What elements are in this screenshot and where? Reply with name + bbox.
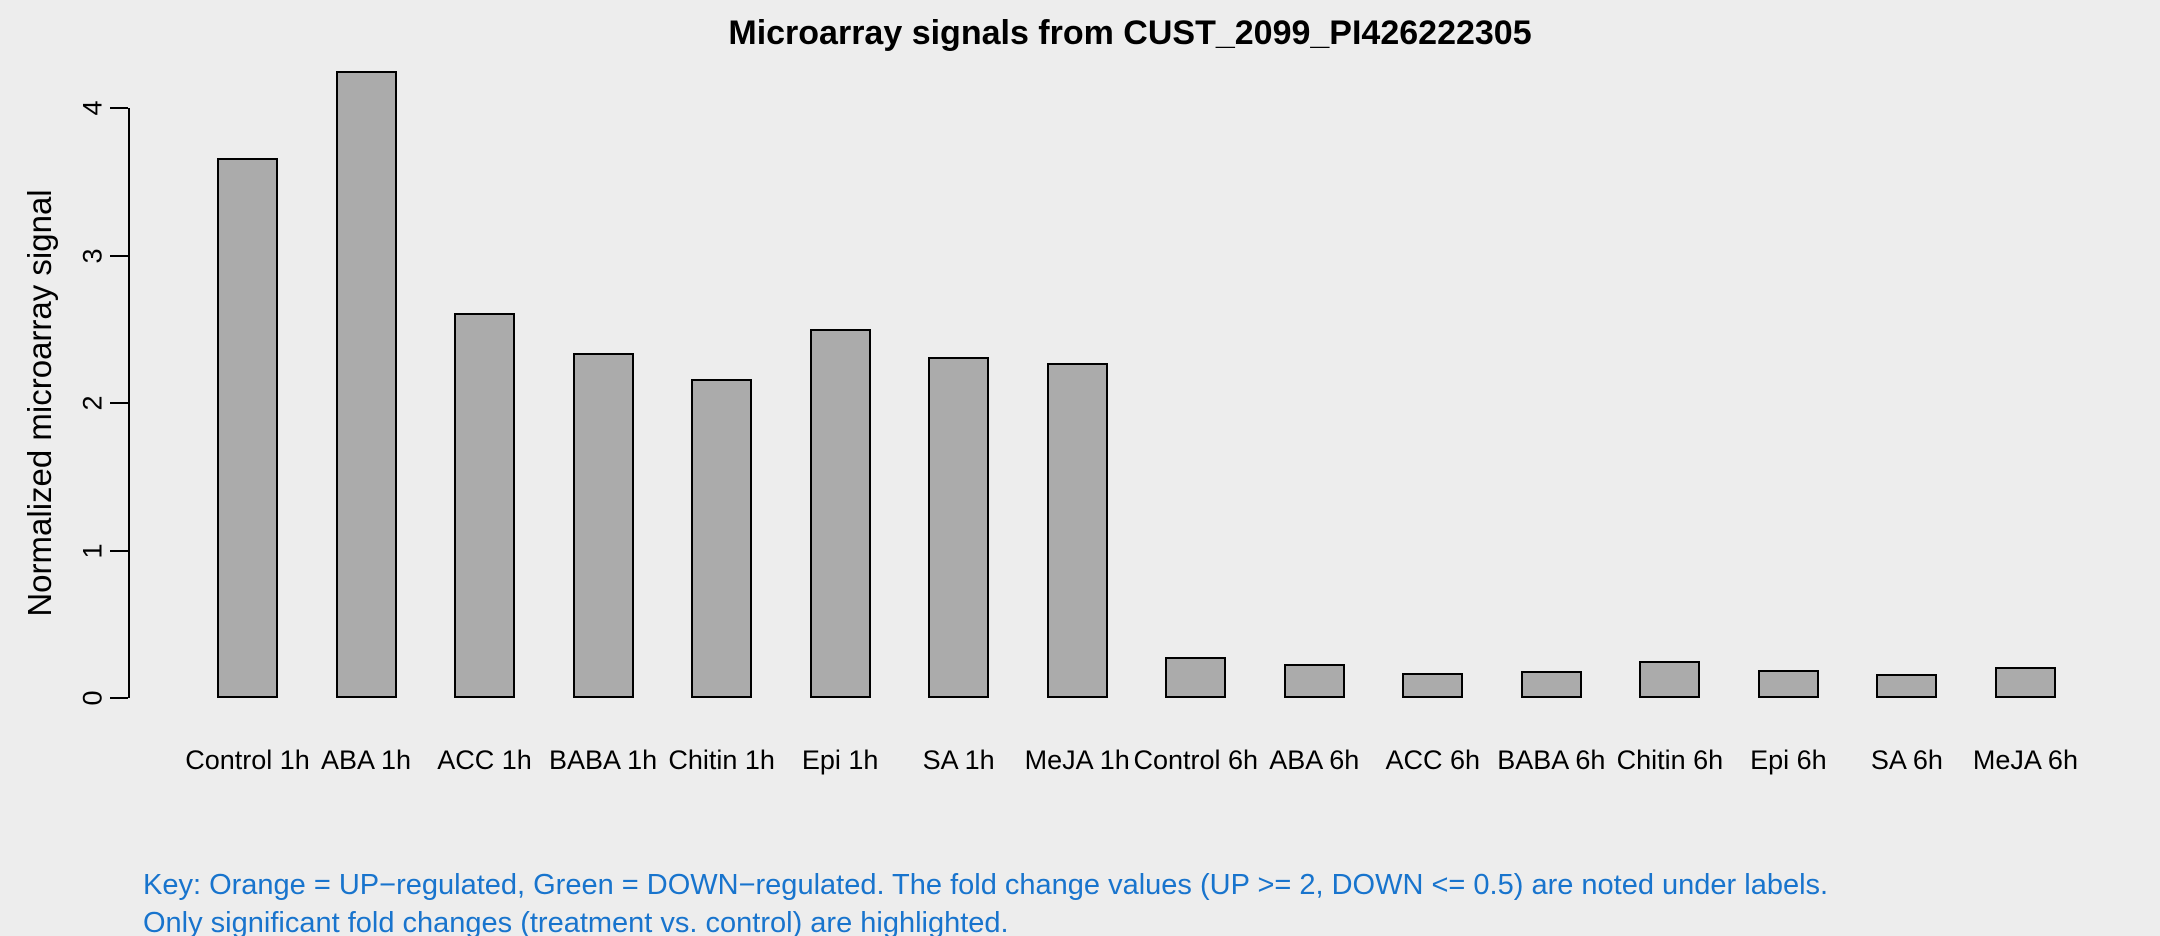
x-axis-label-aba-1h: ABA 1h <box>320 745 412 775</box>
key-caption-line1: Key: Orange = UP−regulated, Green = DOWN… <box>143 869 1829 901</box>
y-axis-line <box>128 108 130 698</box>
x-axis-label-epi-1h: Epi 1h <box>801 745 879 775</box>
x-axis-label-sa-1h: SA 1h <box>922 745 995 775</box>
bar-chitin-6h <box>1639 661 1701 698</box>
y-axis-tick-label-2: 2 <box>77 395 108 411</box>
x-axis-label-control-1h: Control 1h <box>185 745 310 775</box>
x-axis-label-acc-6h: ACC 6h <box>1385 745 1481 775</box>
y-axis-tick-label-3: 3 <box>77 247 108 264</box>
x-axis-label-chitin-6h: Chitin 6h <box>1616 745 1724 775</box>
y-axis-title: Normalized microarray signal <box>21 189 58 617</box>
bar-aba-6h <box>1283 664 1345 698</box>
x-axis-label-baba-1h: BABA 1h <box>549 745 658 775</box>
bar-baba-1h <box>572 352 634 698</box>
bar-control-1h <box>217 158 278 698</box>
bar-chitin-1h <box>691 379 753 698</box>
bar-meja-1h <box>1046 363 1108 698</box>
bar-acc-1h <box>454 313 516 698</box>
y-axis-tick-label-1: 1 <box>77 542 108 559</box>
bar-sa-6h <box>1876 674 1938 698</box>
y-axis-tick-0 <box>110 697 128 699</box>
bar-control-6h <box>1165 656 1227 698</box>
y-axis-tick-2 <box>110 402 128 404</box>
bar-meja-6h <box>1994 667 2056 698</box>
x-axis-label-sa-6h: SA 6h <box>1870 745 1943 775</box>
x-axis-label-baba-6h: BABA 6h <box>1497 745 1606 775</box>
y-axis-tick-3 <box>110 254 128 257</box>
x-axis-label-meja-1h: MeJA 1h <box>1024 745 1130 775</box>
bar-sa-1h <box>928 357 990 698</box>
x-axis-label-chitin-1h: Chitin 1h <box>668 745 775 775</box>
bar-aba-1h <box>335 71 397 698</box>
y-axis-tick-label-0: 0 <box>77 690 108 706</box>
bar-epi-1h <box>809 329 871 698</box>
x-axis-label-meja-6h: MeJA 6h <box>1972 745 2078 775</box>
chart-title: Microarray signals from CUST_2099_PI4262… <box>728 14 1532 52</box>
y-axis-tick-4 <box>110 107 128 109</box>
bar-epi-6h <box>1757 669 1819 698</box>
x-axis-label-control-6h: Control 6h <box>1133 745 1259 775</box>
x-axis-label-acc-1h: ACC 1h <box>437 745 532 775</box>
y-axis-tick-label-4: 4 <box>77 100 108 116</box>
key-caption: Key: Orange = UP−regulated, Green = DOWN… <box>143 866 1828 936</box>
y-axis-tick-1 <box>110 549 128 552</box>
key-caption-line2: Only significant fold changes (treatment… <box>143 907 1009 936</box>
x-axis-label-aba-6h: ABA 6h <box>1269 745 1360 775</box>
bar-baba-6h <box>1520 671 1582 698</box>
x-axis-label-epi-6h: Epi 6h <box>1750 745 1827 775</box>
bar-acc-6h <box>1402 672 1464 698</box>
